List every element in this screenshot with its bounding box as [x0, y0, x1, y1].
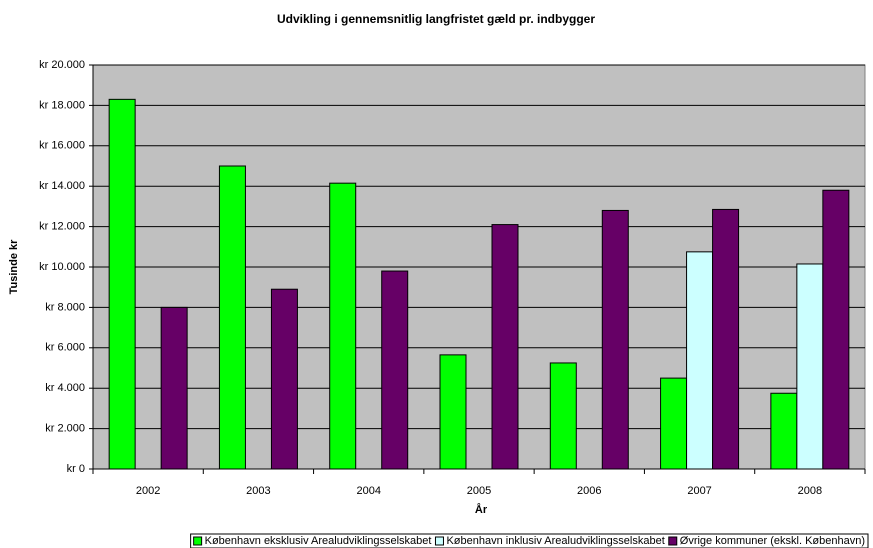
y-tick-label: kr 16.000: [39, 140, 85, 152]
x-tick-label: 2002: [136, 485, 160, 497]
bar: [218, 165, 246, 470]
y-tick-label: kr 8.000: [45, 301, 85, 313]
y-tick-label: kr 12.000: [39, 221, 85, 233]
legend-label: Øvrige kommuner (ekskl. København): [680, 535, 865, 547]
legend-swatch: [193, 536, 203, 546]
bar: [439, 354, 467, 470]
bar: [329, 182, 357, 470]
bar: [601, 209, 629, 470]
x-tick-label: 2003: [246, 485, 270, 497]
bar: [381, 270, 409, 470]
bar: [160, 306, 188, 470]
y-tick-label: kr 10.000: [39, 261, 85, 273]
x-tick-label: 2006: [577, 485, 601, 497]
bar: [822, 189, 850, 470]
bar: [108, 98, 136, 470]
y-tick-label: kr 0: [67, 463, 85, 475]
x-tick-label: 2008: [798, 485, 822, 497]
x-axis-title: År: [475, 503, 488, 516]
y-tick-label: kr 20.000: [39, 59, 85, 71]
y-tick-label: kr 2.000: [45, 423, 85, 435]
y-tick-label: kr 6.000: [45, 342, 85, 354]
x-tick-label: 2007: [687, 485, 711, 497]
bar: [270, 288, 298, 470]
y-axis-title: Tusinde kr: [8, 239, 20, 295]
y-tick-label: kr 14.000: [39, 180, 85, 192]
bar: [796, 263, 824, 470]
legend-label: København inklusiv Arealudviklingsselska…: [446, 535, 664, 547]
bar: [660, 377, 688, 470]
y-tick-label: kr 18.000: [39, 99, 85, 111]
x-tick-label: 2005: [467, 485, 491, 497]
y-tick-label: kr 4.000: [45, 382, 85, 394]
bar: [770, 392, 798, 470]
chart-title: Udvikling i gennemsnitlig langfristet gæ…: [277, 12, 595, 26]
bar: [491, 224, 519, 470]
bar: [712, 208, 740, 470]
x-tick-label: 2004: [356, 485, 380, 497]
bar: [686, 251, 714, 470]
legend-border: [190, 533, 869, 548]
legend-swatch: [668, 536, 678, 546]
bar: [549, 362, 577, 470]
legend-swatch: [434, 536, 444, 546]
legend-label: København eksklusiv Arealudviklingsselsk…: [205, 535, 432, 547]
legend: København eksklusiv Arealudviklingsselsk…: [190, 533, 869, 548]
